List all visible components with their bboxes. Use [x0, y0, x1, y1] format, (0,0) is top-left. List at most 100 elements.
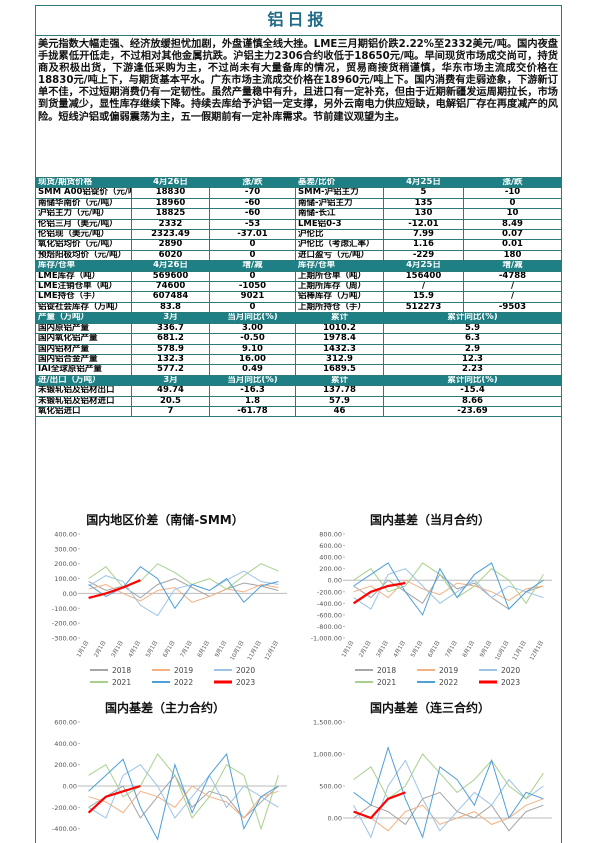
- x-tick-label: 6月1日: [427, 640, 442, 659]
- series-line: [353, 753, 544, 800]
- series-line: [353, 791, 544, 832]
- x-tick-label: 3月1日: [375, 640, 390, 659]
- table-cell: 2.9: [383, 343, 562, 355]
- table-cell: 18830: [131, 187, 210, 199]
- summary-text: 美元指数大幅走强、经济放缓担忧加剧，外盘谨慎全线大挫。LME三月期铝价跌2.22…: [38, 39, 558, 123]
- table-cell: 5.9: [383, 322, 562, 335]
- series-line: [353, 579, 544, 601]
- y-tick-label: 0.00: [328, 815, 342, 823]
- chart-title: 国内基差（连三合约）: [370, 700, 490, 715]
- table-cell: SMM A00铝锭价（元/吨）: [35, 187, 132, 199]
- table-cell: 336.7: [131, 322, 210, 335]
- y-tick-label: -1,000.00: [311, 635, 342, 643]
- table-cell: 681.2: [131, 333, 210, 345]
- table-cell: 南储华南价（元/吨）: [35, 197, 132, 210]
- table-cell: 进/出口（万吨）: [35, 374, 132, 387]
- table-cell: 7.99: [383, 229, 464, 241]
- x-tick-label: 4月1日: [392, 640, 407, 659]
- table-cell: 增/减: [209, 260, 296, 272]
- table-row: IAI全球原铝产量 577.2 0.49 1689.5 2.23: [35, 364, 562, 376]
- table-cell: 进口盈亏（元/吨）: [295, 249, 384, 262]
- series-line: [88, 774, 279, 819]
- table-cell: 累计: [295, 312, 384, 324]
- table-cell: -53: [209, 218, 296, 231]
- table-row: 未锻轧铝及铝材进口 20.5 1.8 57.9 8.66: [35, 395, 562, 407]
- x-tick-label: 2月1日: [93, 640, 108, 659]
- table-cell: 0.49: [209, 364, 296, 376]
- x-tick-label: 11月1日: [246, 640, 263, 662]
- table-cell: 铝棒库存（万吨）: [295, 291, 384, 303]
- table-cell: 4月25日: [383, 260, 464, 272]
- y-tick-label: 0.00: [63, 590, 77, 598]
- y-tick-label: -200.00: [317, 588, 342, 596]
- table-cell: 3.00: [209, 322, 296, 335]
- table-row: 南储华南价（元/吨） 18960 -60 南储-沪铝主力 135 0: [35, 197, 562, 210]
- y-tick-label: 0.00: [63, 783, 77, 791]
- table-cell: 2332: [131, 218, 210, 231]
- table-cell: 国内原铝产量: [35, 322, 132, 335]
- table-cell: 4月25日: [383, 176, 464, 189]
- table-cell: /: [463, 291, 562, 303]
- table-cell: 18960: [131, 197, 210, 210]
- report-title: 铝日报: [35, 5, 560, 36]
- table-row: 氧化铝进口 7 -61.78 46 -23.69: [35, 405, 562, 418]
- table-cell: 当月同比(%): [209, 312, 296, 324]
- page-frame: [35, 5, 562, 843]
- table-cell: -23.69: [383, 405, 562, 418]
- x-tick-label: 5月1日: [144, 640, 159, 659]
- series-line: [353, 568, 544, 610]
- chart: 国内地区价差（南储-SMM） 400.00 300.00 200.00 100.00 0.…: [52, 512, 287, 687]
- x-tick-label: 5月1日: [409, 640, 424, 659]
- table-row: 伦铝三月（美元/吨） 2332 -53 LME铝0-3 -12.01 8.49: [35, 218, 562, 231]
- table-cell: LME持仓（手）: [35, 291, 132, 303]
- table-cell: 578.9: [131, 343, 210, 355]
- table-header-row: 现货/期货价格 4月26日 涨/跌 基差/比价 4月25日 涨/跌: [35, 176, 562, 189]
- table-cell: -12.01: [383, 218, 464, 231]
- table-cell: 0: [209, 301, 296, 314]
- table-cell: 累计同比(%): [383, 374, 562, 387]
- table-row: 铝锭社会库存（万吨） 83.8 0 上期所持仓（手） 512273 -9503: [35, 301, 562, 314]
- y-tick-label: 500.00: [319, 783, 342, 791]
- table-row: 国内铝材产量 578.9 9.10 1432.3 2.9: [35, 343, 562, 355]
- table-cell: 132.3: [131, 353, 210, 366]
- table-cell: 512273: [383, 301, 464, 314]
- table-cell: 基差/比价: [295, 176, 384, 189]
- y-tick-label: 100.00: [54, 575, 77, 583]
- y-tick-label: -100.00: [52, 605, 77, 613]
- legend-label: 2018: [377, 666, 396, 675]
- table-cell: 156400: [383, 270, 464, 283]
- table-cell: 10: [463, 208, 562, 220]
- table-cell: 569600: [131, 270, 210, 283]
- table-cell: 607484: [131, 291, 210, 303]
- y-tick-label: 200.00: [319, 565, 342, 573]
- y-tick-label: -400.00: [52, 825, 77, 833]
- y-tick-label: 0.00: [328, 577, 342, 585]
- table-cell: 0: [209, 239, 296, 251]
- table-row: 氧化铝均价（元/吨） 2890 0 沪伦比（考虑汇率） 1.16 0.01: [35, 239, 562, 251]
- series-line: [353, 562, 544, 616]
- y-tick-label: 1,500.00: [313, 719, 342, 727]
- series-line: [88, 570, 279, 617]
- x-tick-label: 4月1日: [127, 640, 142, 659]
- legend-label: 2022: [439, 678, 458, 687]
- table-cell: -60: [209, 208, 296, 220]
- legend-label: 2023: [236, 678, 255, 687]
- table-cell: 130: [383, 208, 464, 220]
- table-cell: 氧化铝进口: [35, 405, 132, 418]
- table-cell: 7: [131, 405, 210, 418]
- table-cell: 1978.4: [295, 333, 384, 345]
- table-cell: 0: [209, 249, 296, 262]
- table-cell: 2890: [131, 239, 210, 251]
- table-cell: 8.49: [463, 218, 562, 231]
- y-tick-label: 800.00: [319, 531, 342, 539]
- table-cell: LME注销仓单（吨）: [35, 281, 132, 293]
- table-cell: 16.00: [209, 353, 296, 366]
- table-cell: 南储-沪铝主力: [295, 197, 384, 210]
- x-tick-label: 12月1日: [263, 640, 280, 662]
- legend-label: 2022: [174, 678, 193, 687]
- table-row: 沪铝主力（元/吨） 18825 -60 南储-长江 130 10: [35, 208, 562, 220]
- y-tick-label: 400.00: [319, 554, 342, 562]
- table-cell: 增/减: [463, 260, 562, 272]
